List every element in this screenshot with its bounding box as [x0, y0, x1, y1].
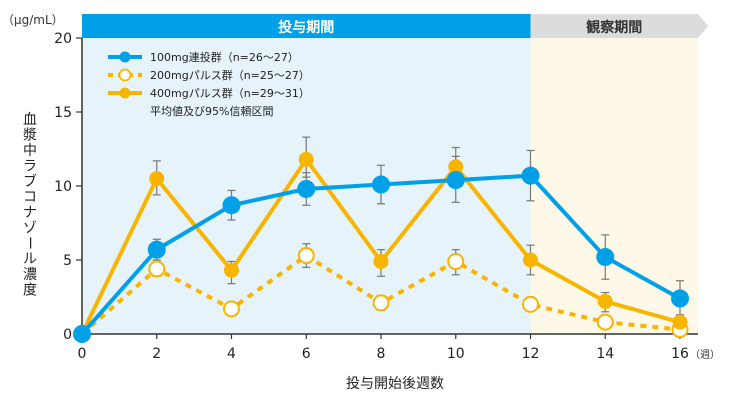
y-axis-title-char: 度 — [23, 283, 37, 299]
y-tick-label: 15 — [54, 105, 72, 121]
data-point — [372, 175, 390, 194]
y-axis-title-char: 中 — [23, 143, 37, 159]
x-tick-label: 10 — [447, 346, 465, 362]
x-tick-label: 12 — [522, 346, 540, 362]
x-tick-label: 0 — [78, 346, 87, 362]
data-point — [224, 262, 239, 278]
data-point — [147, 240, 166, 259]
data-point — [596, 313, 614, 331]
legend-marker — [118, 68, 132, 82]
data-point — [223, 300, 240, 318]
period-label: 投与期間 — [278, 20, 334, 36]
data-point — [522, 295, 539, 313]
data-point — [149, 171, 165, 187]
data-point — [73, 325, 91, 343]
y-axis-title-char: 血 — [23, 112, 37, 128]
y-axis-title-char: ブ — [23, 173, 37, 190]
data-point — [521, 166, 540, 185]
x-axis-title: 投与開始後週数 — [346, 376, 444, 392]
data-point — [597, 293, 613, 309]
period-header-arrow — [530, 14, 708, 38]
data-point — [372, 294, 390, 312]
legend-marker — [119, 87, 131, 99]
data-point — [373, 253, 389, 269]
x-tick-label: 6 — [302, 346, 311, 362]
legend-label: 200mgパルス群（n=25〜27） — [150, 68, 310, 82]
data-point — [672, 314, 688, 330]
data-point — [148, 260, 166, 278]
data-point — [446, 171, 465, 190]
y-axis-title-char: 濃 — [23, 267, 37, 283]
data-point — [523, 252, 538, 268]
series-markers — [73, 151, 689, 343]
y-unit-label: （μg/mL） — [2, 13, 64, 27]
legend-label: 400mgパルス群（n=29〜31） — [150, 86, 310, 100]
y-tick-label: 0 — [63, 327, 72, 343]
y-axis-title-char: ー — [21, 236, 37, 250]
y-tick-label: 5 — [63, 253, 72, 269]
data-point — [298, 151, 314, 167]
period-label: 観察期間 — [586, 19, 642, 36]
x-tick-label: 14 — [596, 346, 614, 362]
x-tick-label: 8 — [377, 346, 386, 362]
y-axis-title-char: ル — [23, 252, 37, 268]
legend-marker — [119, 51, 131, 63]
y-tick-label: 20 — [54, 31, 72, 47]
x-tick-label: 16 — [671, 346, 689, 362]
y-axis-title-char: 漿 — [23, 128, 37, 144]
data-point — [671, 289, 689, 308]
data-point — [448, 159, 464, 175]
data-point — [297, 247, 315, 265]
y-axis-title-char: ナ — [23, 205, 37, 221]
data-point — [447, 252, 465, 270]
legend-note: 平均値及び95%信頼区間 — [150, 105, 273, 118]
y-axis-title-char: ゾ — [23, 221, 37, 237]
x-unit-label: （週） — [690, 349, 720, 361]
period-background — [530, 38, 698, 334]
y-tick-label: 10 — [54, 179, 72, 195]
y-axis-title-char: コ — [23, 190, 37, 206]
period-header — [82, 14, 531, 38]
axes: （μg/mL） 投与開始後週数 （週） 0 5 10 15 20 0 2 4 6 8 10 12 14 1… — [2, 13, 720, 392]
legend: 100mg連投群（n=26〜27） 200mgパルス群（n=25〜27） 400mg… — [108, 50, 310, 118]
data-point — [222, 196, 241, 215]
y-axis-title-char: ラ — [23, 159, 37, 175]
data-point — [596, 248, 615, 267]
data-point — [297, 179, 316, 198]
legend-label: 100mg連投群（n=26〜27） — [150, 50, 299, 64]
x-tick-label: 2 — [152, 346, 161, 362]
x-tick-label: 4 — [227, 346, 236, 362]
